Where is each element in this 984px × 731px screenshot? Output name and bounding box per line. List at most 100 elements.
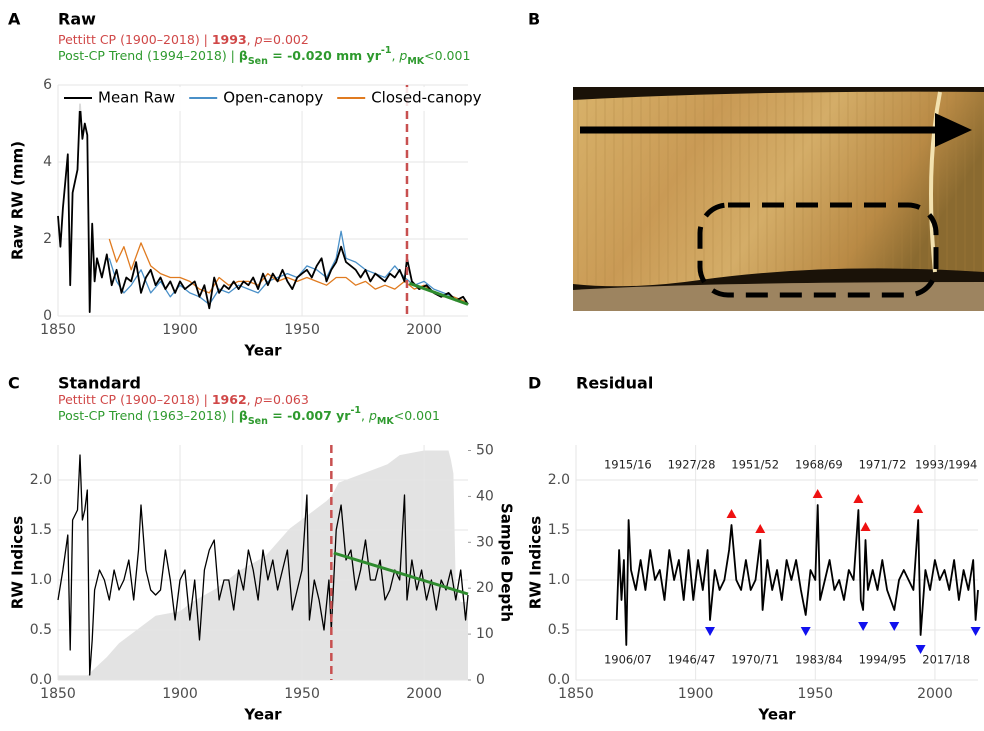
subtitle-part: Pettitt CP (1900–2018) | — [58, 392, 212, 407]
extreme-marker — [755, 524, 766, 533]
subtitle-part: =0.063 — [263, 392, 309, 407]
subtitle-part: Sen — [248, 56, 268, 67]
y-tick-label: 0.0 — [30, 672, 52, 688]
y-tick-label: 1.5 — [30, 522, 52, 538]
x-tick-label: 2000 — [406, 686, 442, 702]
x-axis-label: Year — [757, 706, 796, 724]
y-tick-label: 2.0 — [548, 472, 570, 488]
subtitle-part: -1 — [381, 45, 392, 56]
rings — [573, 91, 984, 287]
extreme-marker — [889, 622, 900, 631]
y2-tick-label: 40 — [476, 488, 494, 504]
y-tick-label: 1.0 — [548, 572, 570, 588]
subtitle-part: , — [247, 32, 255, 47]
ring-edge — [929, 91, 942, 273]
chart-title: Residual — [576, 374, 653, 393]
extreme-label: 1971/72 — [859, 458, 907, 472]
panel-letter: C — [8, 374, 20, 393]
subtitle-part: =0.002 — [263, 32, 309, 47]
x-tick-label: 1950 — [284, 322, 320, 338]
y2-axis-label: Sample Depth — [498, 503, 516, 622]
y-tick-label: 1.5 — [548, 522, 570, 538]
trend-line — [408, 281, 469, 306]
subtitle-part: , — [361, 408, 369, 423]
subtitle-part: = -0.020 mm yr — [268, 48, 382, 63]
area — [58, 450, 468, 680]
y-axis-label: RW Indices — [527, 516, 545, 610]
extreme-label: 1994/95 — [859, 653, 907, 667]
legend-label: Closed-canopy — [371, 89, 481, 107]
y-tick-label: 0 — [43, 308, 52, 324]
subtitle-part: β — [239, 48, 248, 63]
legend-label: Mean Raw — [98, 89, 175, 107]
x-tick-label: 1950 — [284, 686, 320, 702]
y-tick-label: 0.5 — [548, 622, 570, 638]
x-tick-label: 1850 — [558, 686, 594, 702]
y-tick-label: 1.0 — [30, 572, 52, 588]
subtitle-part: Sen — [248, 416, 268, 427]
extreme-label: 2017/18 — [922, 653, 970, 667]
subtitle-part: 1993 — [212, 32, 247, 47]
y-tick-label: 2.0 — [30, 472, 52, 488]
subtitle-part: -1 — [350, 405, 361, 416]
y-axis-label: RW Indices — [9, 516, 27, 610]
legend-label: Open-canopy — [223, 89, 323, 107]
extreme-label: 1951/52 — [731, 458, 779, 472]
x-tick-label: 1900 — [162, 686, 198, 702]
x-tick-label: 1850 — [40, 322, 76, 338]
extreme-label: 1993/1994 — [915, 458, 977, 472]
arrow-head — [935, 113, 972, 147]
chart-title: Raw — [58, 10, 96, 29]
subtitle-part: <0.001 — [424, 48, 470, 63]
subtitle: Post-CP Trend (1963–2018) | βSen = -0.00… — [58, 405, 440, 427]
series-line — [108, 230, 469, 306]
panel-letter: B — [528, 10, 540, 29]
extreme-marker — [853, 494, 864, 503]
y-tick-label: 2 — [43, 231, 52, 247]
extreme-marker — [970, 627, 981, 636]
series-line — [57, 103, 469, 313]
series-line — [108, 238, 469, 305]
extreme-label: 1983/84 — [795, 653, 843, 667]
x-tick-label: 1950 — [797, 686, 833, 702]
subtitle-part: Post-CP Trend (1963–2018) | — [58, 408, 239, 423]
panel-letter: A — [8, 10, 21, 29]
subtitle: Pettitt CP (1900–2018) | 1993, p=0.002 — [58, 32, 309, 47]
extreme-marker — [800, 627, 811, 636]
x-tick-label: 1900 — [162, 322, 198, 338]
y2-tick-label: 50 — [476, 443, 494, 459]
subtitle-part: = -0.007 yr — [268, 408, 351, 423]
x-tick-label: 1900 — [678, 686, 714, 702]
subtitle-part: β — [239, 408, 248, 423]
x-axis-label: Year — [243, 706, 282, 724]
subtitle-part: , — [391, 48, 399, 63]
extreme-label: 1915/16 — [604, 458, 652, 472]
legend: Mean Raw Open-canopy Closed-canopy — [60, 87, 482, 111]
series-line — [57, 454, 469, 676]
y2-tick-label: 30 — [476, 534, 494, 550]
extreme-marker — [860, 522, 871, 531]
extreme-marker — [812, 489, 823, 498]
subtitle-part: , — [247, 392, 255, 407]
chart-title: Standard — [58, 374, 141, 393]
subtitle-part: p — [254, 32, 263, 47]
y2-tick-label: 20 — [476, 580, 494, 596]
x-tick-label: 2000 — [406, 322, 442, 338]
subtitle-part: MK — [407, 56, 424, 67]
x-axis-label: Year — [243, 342, 282, 360]
extreme-marker — [915, 645, 926, 654]
subtitle-part: 1962 — [212, 392, 247, 407]
subtitle-part: p — [398, 48, 407, 63]
extreme-marker — [913, 504, 924, 513]
subtitle-part: Pettitt CP (1900–2018) | — [58, 32, 212, 47]
y-tick-label: 6 — [43, 77, 52, 93]
extreme-label: 1970/71 — [731, 653, 779, 667]
plot: 1850 1900 1950 2000 0.0 0.5 1.0 1.5 2.0 1915/16 19… — [527, 445, 981, 724]
plot: 1850 1900 1950 2000 0.0 0.5 1.0 1.5 2.0 0 10 20 30 40… — [9, 443, 516, 724]
bark — [573, 282, 984, 311]
subtitle-part: p — [254, 392, 263, 407]
x-tick-label: 2000 — [917, 686, 953, 702]
panel-letter: D — [528, 374, 541, 393]
photo — [573, 87, 984, 311]
